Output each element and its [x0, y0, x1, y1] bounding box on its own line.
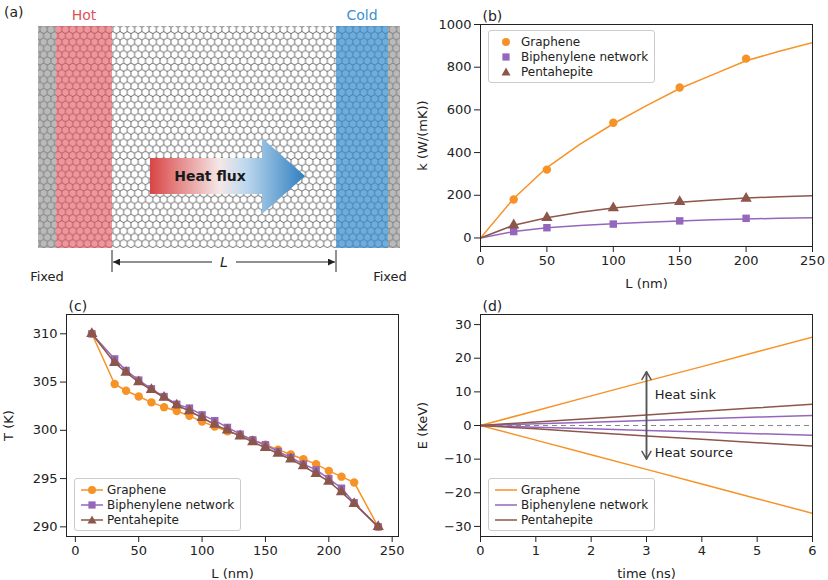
svg-text:300: 300	[33, 422, 58, 437]
svg-text:150: 150	[253, 543, 278, 558]
svg-text:Cold: Cold	[346, 7, 377, 23]
svg-text:Heat flux: Heat flux	[174, 168, 246, 184]
svg-text:0: 0	[71, 543, 79, 558]
svg-text:100: 100	[601, 253, 626, 268]
svg-text:Fixed: Fixed	[373, 269, 407, 284]
svg-text:k (W/(mK)): k (W/(mK))	[415, 100, 430, 170]
svg-text:Heat sink: Heat sink	[655, 387, 717, 402]
html-text:Pentahepite: Pentahepite	[521, 512, 593, 527]
svg-text:1: 1	[532, 543, 540, 558]
svg-text:310: 310	[33, 326, 58, 341]
svg-text:295: 295	[33, 471, 58, 486]
html-text:Biphenylene network: Biphenylene network	[521, 49, 649, 64]
svg-text:50: 50	[539, 253, 556, 268]
svg-text:−20: −20	[444, 485, 471, 500]
svg-text:L (nm): L (nm)	[625, 276, 667, 291]
svg-text:E (KeV): E (KeV)	[415, 402, 430, 449]
svg-text:1000: 1000	[438, 17, 471, 32]
svg-text:Heat source: Heat source	[655, 445, 733, 460]
svg-text:L: L	[220, 254, 228, 270]
svg-text:time (ns): time (ns)	[617, 566, 676, 580]
svg-text:200: 200	[447, 187, 472, 202]
svg-text:290: 290	[33, 519, 58, 534]
svg-text:200: 200	[734, 253, 759, 268]
svg-text:−30: −30	[444, 519, 471, 534]
svg-text:305: 305	[33, 374, 58, 389]
svg-text:50: 50	[130, 543, 147, 558]
svg-text:Fixed: Fixed	[30, 269, 64, 284]
html-text:Pentahepite: Pentahepite	[521, 64, 593, 79]
svg-text:(a): (a)	[4, 4, 24, 20]
svg-text:20: 20	[455, 350, 472, 365]
svg-text:0: 0	[476, 543, 484, 558]
svg-text:−10: −10	[444, 451, 471, 466]
svg-text:Hot: Hot	[72, 7, 97, 23]
html-text:Graphene: Graphene	[521, 482, 581, 497]
svg-text:100: 100	[190, 543, 215, 558]
svg-text:(b): (b)	[483, 8, 503, 24]
html-text:Graphene: Graphene	[521, 34, 581, 49]
svg-text:200: 200	[316, 543, 341, 558]
svg-text:250: 250	[380, 543, 405, 558]
svg-text:3: 3	[642, 543, 650, 558]
svg-text:(d): (d)	[483, 298, 503, 314]
svg-text:10: 10	[455, 384, 472, 399]
svg-text:30: 30	[455, 317, 472, 332]
svg-text:600: 600	[447, 102, 472, 117]
svg-text:(c): (c)	[69, 298, 88, 314]
svg-text:5: 5	[753, 543, 761, 558]
html-text:Graphene: Graphene	[107, 482, 167, 497]
svg-text:250: 250	[800, 253, 825, 268]
svg-text:0: 0	[476, 253, 484, 268]
svg-text:2: 2	[587, 543, 595, 558]
svg-text:L (nm): L (nm)	[211, 566, 253, 580]
svg-text:6: 6	[808, 543, 816, 558]
svg-text:T (K): T (K)	[1, 410, 16, 442]
html-text:Pentahepite: Pentahepite	[107, 512, 179, 527]
svg-text:0: 0	[463, 418, 471, 433]
svg-text:4: 4	[698, 543, 706, 558]
svg-text:800: 800	[447, 59, 472, 74]
html-text:Biphenylene network: Biphenylene network	[107, 497, 235, 512]
svg-text:0: 0	[463, 230, 471, 245]
svg-text:400: 400	[447, 145, 472, 160]
html-text:Biphenylene network: Biphenylene network	[521, 497, 649, 512]
svg-text:150: 150	[667, 253, 692, 268]
